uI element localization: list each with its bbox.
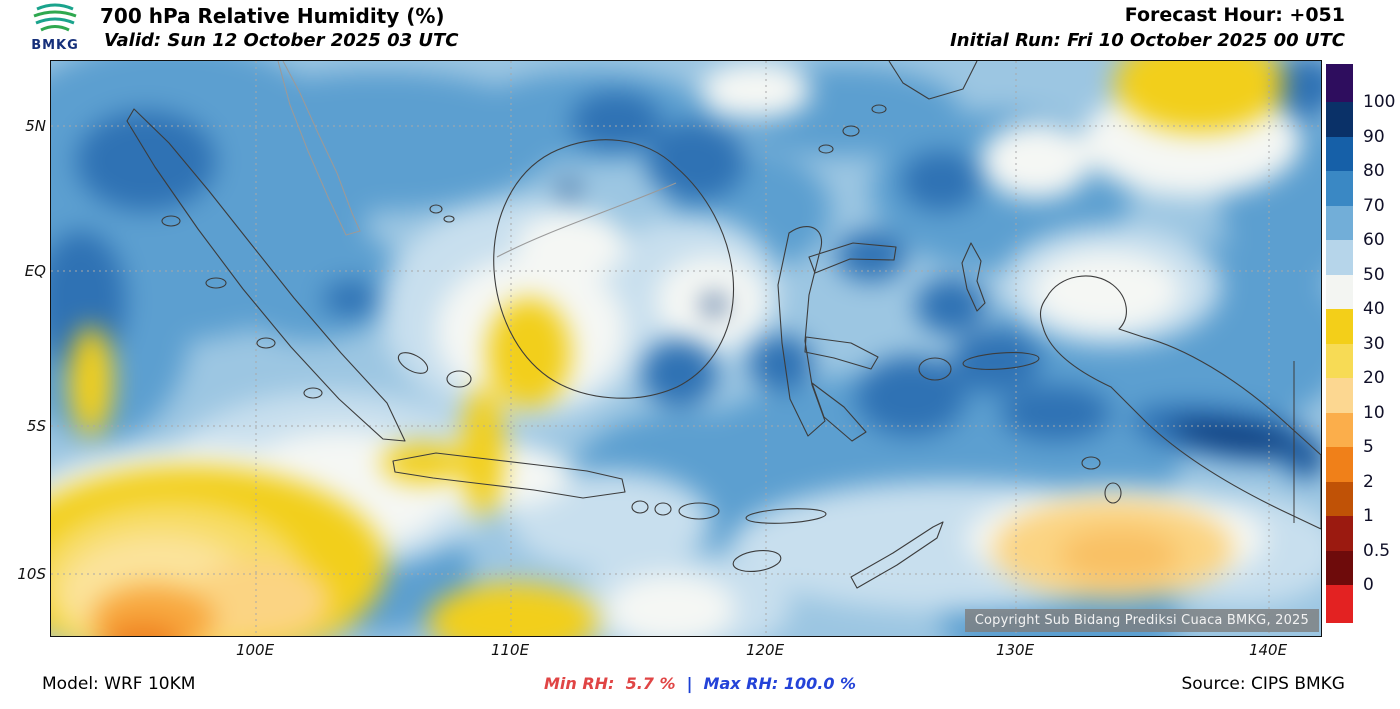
copyright-overlay: Copyright Sub Bidang Prediksi Cuaca BMKG… (964, 609, 1319, 632)
colorbar-segment (1326, 550, 1353, 585)
gridlines (51, 61, 1321, 636)
colorbar-tick-label: 90 (1363, 126, 1385, 147)
colorbar-segment (1326, 136, 1353, 171)
colorbar-bar (1326, 64, 1353, 623)
colorbar-segment (1326, 205, 1353, 240)
colorbar-tick-label: 5 (1363, 437, 1374, 457)
colorbar-segment (1326, 309, 1353, 344)
map-panel: Copyright Sub Bidang Prediksi Cuaca BMKG… (50, 60, 1322, 637)
colorbar-tick-label: 50 (1363, 264, 1385, 285)
foreign-coastlines (277, 61, 677, 258)
colorbar-tick-label: 10 (1363, 402, 1385, 423)
forecast-hour: Forecast Hour: +051 (1124, 4, 1345, 26)
initial-run: Initial Run: Fri 10 October 2025 00 UTC (950, 30, 1345, 51)
colorbar-segment (1326, 240, 1353, 275)
lon-label-100e: 100E (235, 641, 275, 659)
lon-label-110e: 110E (490, 641, 530, 659)
model-label: Model: WRF 10KM (42, 674, 196, 694)
colorbar-segment (1326, 585, 1353, 623)
colorbar-tick-label: 0 (1363, 575, 1374, 595)
lat-label-5n: 5N (25, 117, 46, 135)
lon-label-120e: 120E (745, 641, 785, 659)
min-rh-label: Min RH: 5.7 % (543, 674, 676, 693)
colorbar-segment (1326, 378, 1353, 413)
minmax-divider: | (686, 674, 693, 693)
colorbar-segment (1326, 171, 1353, 206)
bmkg-logo-label: BMKG (31, 38, 79, 53)
rh-shaded-field (51, 61, 1321, 636)
colorbar-tick-label: 60 (1363, 230, 1385, 250)
colorbar-segment (1326, 102, 1353, 137)
lon-label-130e: 130E (995, 641, 1035, 659)
bmkg-logo: BMKG (12, 2, 98, 53)
colorbar-segment (1326, 64, 1353, 102)
max-rh-label: Max RH: 100.0 % (703, 674, 857, 693)
bmkg-logo-icon (33, 3, 77, 32)
map-svg (51, 61, 1321, 636)
valid-time: Valid: Sun 12 October 2025 03 UTC (104, 30, 459, 51)
colorbar: 100 90 80 70 60 50 40 30 20 10 5 2 1 0.5 0 (1326, 64, 1400, 624)
colorbar-tick-label: 70 (1363, 195, 1385, 216)
lon-label-140e: 140E (1248, 641, 1288, 659)
colorbar-segment (1326, 274, 1353, 309)
colorbar-segment (1326, 447, 1353, 482)
colorbar-tick-label: 2 (1363, 471, 1374, 492)
colorbar-segment (1326, 412, 1353, 447)
colorbar-tick-label: 100 (1363, 92, 1396, 112)
colorbar-tick-label: 1 (1363, 506, 1374, 526)
colorbar-tick-label: 0.5 (1363, 540, 1391, 561)
colorbar-tick-label: 80 (1363, 161, 1385, 181)
page-title: 700 hPa Relative Humidity (%) (100, 4, 445, 28)
colorbar-segment (1326, 516, 1353, 551)
header: BMKG 700 hPa Relative Humidity (%) Valid… (0, 0, 1400, 58)
lat-label-eq: EQ (24, 262, 46, 280)
lat-label-5s: 5S (26, 417, 46, 435)
colorbar-tick-label: 30 (1363, 333, 1385, 354)
source-label: Source: CIPS BMKG (1181, 674, 1345, 694)
rh-minmax-line: Min RH: 5.7 % | Max RH: 100.0 % (0, 674, 1400, 693)
lat-label-10s: 10S (17, 565, 46, 583)
colorbar-segment (1326, 481, 1353, 516)
coastlines (126, 61, 1321, 589)
colorbar-segment (1326, 343, 1353, 378)
colorbar-tick-label: 20 (1363, 368, 1385, 388)
colorbar-tick-label: 40 (1363, 299, 1385, 319)
